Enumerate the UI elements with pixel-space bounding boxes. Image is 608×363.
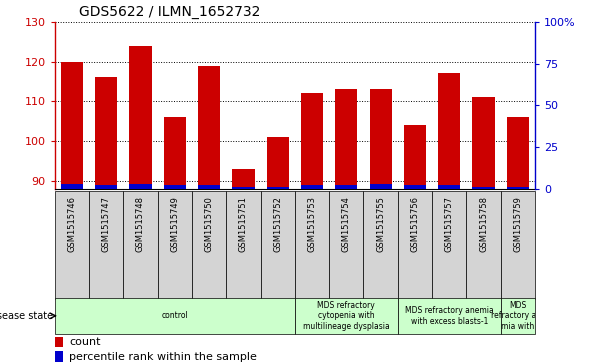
Text: GSM1515749: GSM1515749: [170, 196, 179, 252]
Bar: [432, 191, 466, 299]
Bar: [404, 125, 426, 189]
Text: count: count: [69, 337, 101, 347]
Bar: [232, 169, 255, 189]
Bar: [198, 65, 220, 189]
Bar: [472, 187, 495, 189]
Bar: [335, 89, 358, 189]
Text: GSM1515753: GSM1515753: [308, 196, 317, 252]
Bar: [266, 137, 289, 189]
Text: MDS refractory
cytopenia with
multilineage dysplasia: MDS refractory cytopenia with multilinea…: [303, 301, 390, 331]
Bar: [95, 77, 117, 189]
Bar: [301, 185, 323, 189]
Bar: [55, 351, 63, 362]
Text: GSM1515747: GSM1515747: [102, 196, 111, 252]
Bar: [370, 184, 392, 189]
Bar: [364, 191, 398, 299]
Bar: [501, 298, 535, 334]
Text: GSM1515759: GSM1515759: [513, 196, 522, 252]
Text: GSM1515746: GSM1515746: [67, 196, 77, 252]
Text: GSM1515758: GSM1515758: [479, 196, 488, 252]
Bar: [198, 185, 220, 189]
Bar: [506, 187, 529, 189]
Bar: [55, 191, 89, 299]
Bar: [466, 191, 501, 299]
Bar: [472, 97, 495, 189]
Bar: [157, 191, 192, 299]
Bar: [295, 191, 329, 299]
Bar: [130, 184, 151, 189]
Bar: [55, 298, 295, 334]
Bar: [192, 191, 226, 299]
Bar: [438, 185, 460, 189]
Bar: [329, 191, 364, 299]
Bar: [164, 185, 186, 189]
Bar: [123, 191, 157, 299]
Text: GSM1515750: GSM1515750: [205, 196, 213, 252]
Bar: [398, 298, 501, 334]
Text: GSM1515751: GSM1515751: [239, 196, 248, 252]
Bar: [89, 191, 123, 299]
Text: GSM1515754: GSM1515754: [342, 196, 351, 252]
Text: GSM1515748: GSM1515748: [136, 196, 145, 252]
Bar: [266, 187, 289, 189]
Bar: [295, 298, 398, 334]
Text: GDS5622 / ILMN_1652732: GDS5622 / ILMN_1652732: [78, 5, 260, 19]
Text: GSM1515755: GSM1515755: [376, 196, 385, 252]
Bar: [95, 185, 117, 189]
Text: control: control: [162, 311, 188, 320]
Bar: [164, 117, 186, 189]
Bar: [501, 191, 535, 299]
Bar: [438, 73, 460, 189]
Text: GSM1515757: GSM1515757: [445, 196, 454, 252]
Bar: [61, 184, 83, 189]
Text: disease state: disease state: [0, 311, 53, 321]
Bar: [130, 46, 151, 189]
Bar: [335, 185, 358, 189]
Bar: [55, 337, 63, 347]
Text: percentile rank within the sample: percentile rank within the sample: [69, 352, 257, 362]
Bar: [261, 191, 295, 299]
Bar: [370, 89, 392, 189]
Text: GSM1515756: GSM1515756: [410, 196, 420, 252]
Bar: [404, 185, 426, 189]
Bar: [506, 117, 529, 189]
Text: MDS refractory anemia
with excess blasts-1: MDS refractory anemia with excess blasts…: [405, 306, 494, 326]
Bar: [61, 62, 83, 189]
Text: MDS
refractory ane
mia with: MDS refractory ane mia with: [491, 301, 545, 331]
Bar: [232, 187, 255, 189]
Text: GSM1515752: GSM1515752: [273, 196, 282, 252]
Bar: [226, 191, 261, 299]
Bar: [301, 93, 323, 189]
Bar: [398, 191, 432, 299]
